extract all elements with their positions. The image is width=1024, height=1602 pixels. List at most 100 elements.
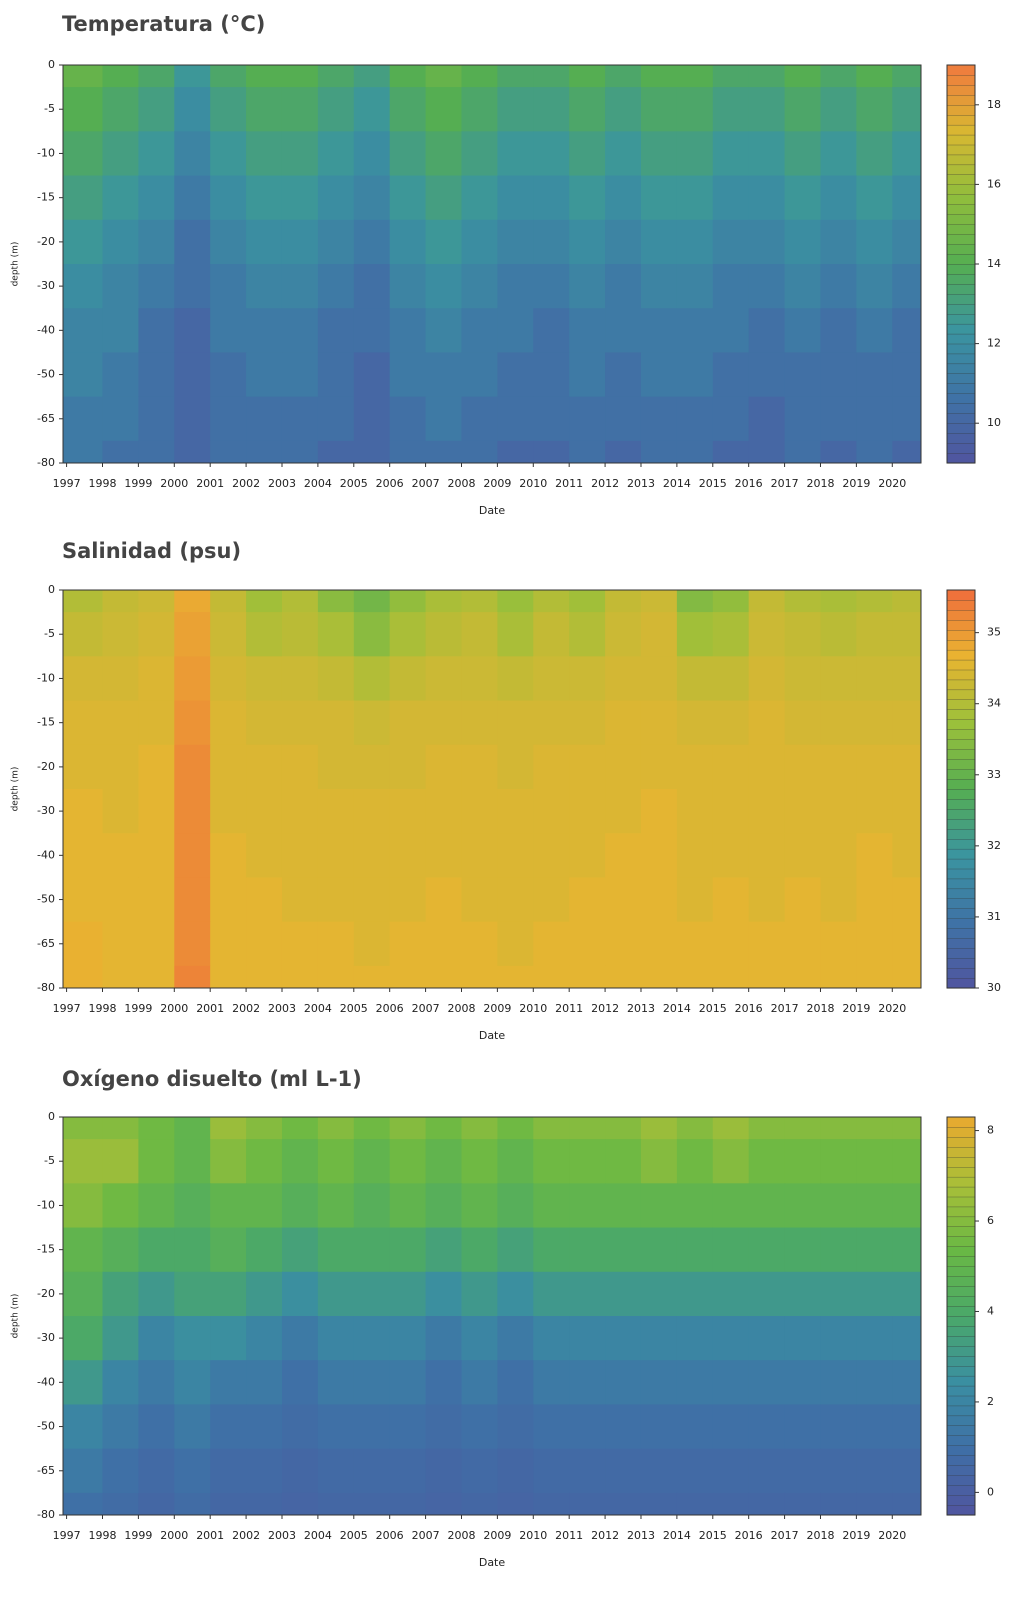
cell — [712, 1404, 750, 1450]
cell — [856, 1139, 893, 1184]
cell — [820, 352, 857, 398]
cell — [712, 1183, 750, 1229]
colorbar-band — [946, 1136, 976, 1148]
colorbar-band — [946, 343, 976, 355]
cell — [748, 65, 786, 88]
cell — [389, 833, 427, 879]
cell — [246, 1404, 283, 1450]
cell — [820, 744, 857, 790]
cell — [497, 87, 534, 132]
y-tick-label: -80 — [37, 981, 55, 994]
cell — [461, 833, 498, 879]
cell — [748, 1117, 786, 1140]
colorbar-band — [946, 204, 976, 215]
cell — [461, 965, 498, 988]
cell — [317, 1316, 355, 1361]
colorbar-band — [946, 233, 976, 245]
cell — [210, 396, 247, 442]
colorbar-band — [946, 639, 976, 651]
colorbar-tick-label: 33 — [987, 768, 1001, 781]
cell — [820, 219, 857, 265]
cell — [210, 1139, 247, 1184]
colorbar-band — [946, 194, 976, 205]
cell — [461, 700, 498, 746]
cell — [317, 877, 355, 923]
colorbar-band — [946, 928, 976, 939]
cell — [640, 440, 678, 463]
cell — [892, 175, 921, 221]
cell — [712, 590, 750, 613]
cell — [892, 1117, 921, 1140]
cell — [892, 656, 921, 702]
cell — [856, 440, 893, 463]
chart: Oxígeno disuelto (ml L-1) 0 -5 -10 -15 -20 -30… — [11, 1067, 995, 1569]
cell — [784, 1183, 822, 1229]
cell — [353, 219, 391, 265]
cell — [569, 352, 606, 398]
cell — [748, 352, 786, 398]
cell — [892, 219, 921, 265]
y-axis-label: depth (m) — [11, 1294, 21, 1339]
cell — [461, 921, 498, 967]
colorbar-band — [946, 1425, 976, 1436]
cell — [533, 1139, 570, 1184]
cell — [856, 87, 893, 132]
cell — [63, 965, 104, 988]
cell — [748, 396, 786, 442]
cell — [820, 656, 857, 702]
cell — [210, 440, 247, 463]
colorbar-band — [946, 1116, 976, 1128]
cell — [712, 1139, 750, 1184]
cell — [281, 308, 319, 354]
x-tick-label: 1999 — [124, 477, 152, 490]
y-tick-label: -50 — [37, 1420, 55, 1433]
chart-title: Oxígeno disuelto (ml L-1) — [62, 1067, 362, 1091]
cell — [820, 965, 857, 988]
colorbar-band — [946, 609, 976, 621]
colorbar-band — [946, 1345, 976, 1357]
colorbar-band — [946, 1415, 976, 1427]
cell — [246, 877, 283, 923]
cell — [497, 308, 534, 354]
y-tick-label: -10 — [37, 1198, 55, 1211]
cell — [856, 1316, 893, 1361]
cell — [425, 1404, 463, 1450]
cell — [210, 65, 247, 88]
colorbar-band — [946, 423, 976, 434]
cell — [569, 1316, 606, 1361]
colorbar-band — [946, 1305, 976, 1317]
colorbar-band — [946, 1216, 976, 1228]
colorbar-band — [946, 1325, 976, 1337]
x-axis-label: Date — [479, 1556, 506, 1569]
colorbar-tick-label: 32 — [987, 839, 1001, 852]
cell — [497, 1492, 534, 1515]
cell — [138, 308, 175, 354]
colorbar-tick-label: 14 — [987, 257, 1001, 270]
cell — [425, 656, 463, 702]
cell — [676, 590, 714, 613]
colorbar-band — [946, 878, 976, 890]
cell — [461, 264, 498, 309]
x-tick-label: 2014 — [663, 477, 691, 490]
cell — [174, 175, 211, 221]
x-tick-label: 2008 — [447, 477, 475, 490]
colorbar-band — [946, 1355, 976, 1367]
y-tick-label: -80 — [37, 456, 55, 469]
y-tick-label: -30 — [37, 1331, 55, 1344]
cell — [281, 175, 319, 221]
cell — [892, 965, 921, 988]
cell — [748, 965, 786, 988]
cell — [138, 1271, 175, 1317]
x-tick-label: 2017 — [771, 477, 799, 490]
cell — [856, 1492, 893, 1515]
cell — [317, 1183, 355, 1229]
cell — [353, 1448, 391, 1494]
cell — [281, 1404, 319, 1450]
cell — [533, 921, 570, 967]
cell — [605, 440, 642, 463]
cell — [174, 1360, 211, 1406]
x-tick-label: 2006 — [376, 477, 404, 490]
cell — [210, 1316, 247, 1361]
cell — [281, 87, 319, 132]
cell — [676, 1183, 714, 1229]
